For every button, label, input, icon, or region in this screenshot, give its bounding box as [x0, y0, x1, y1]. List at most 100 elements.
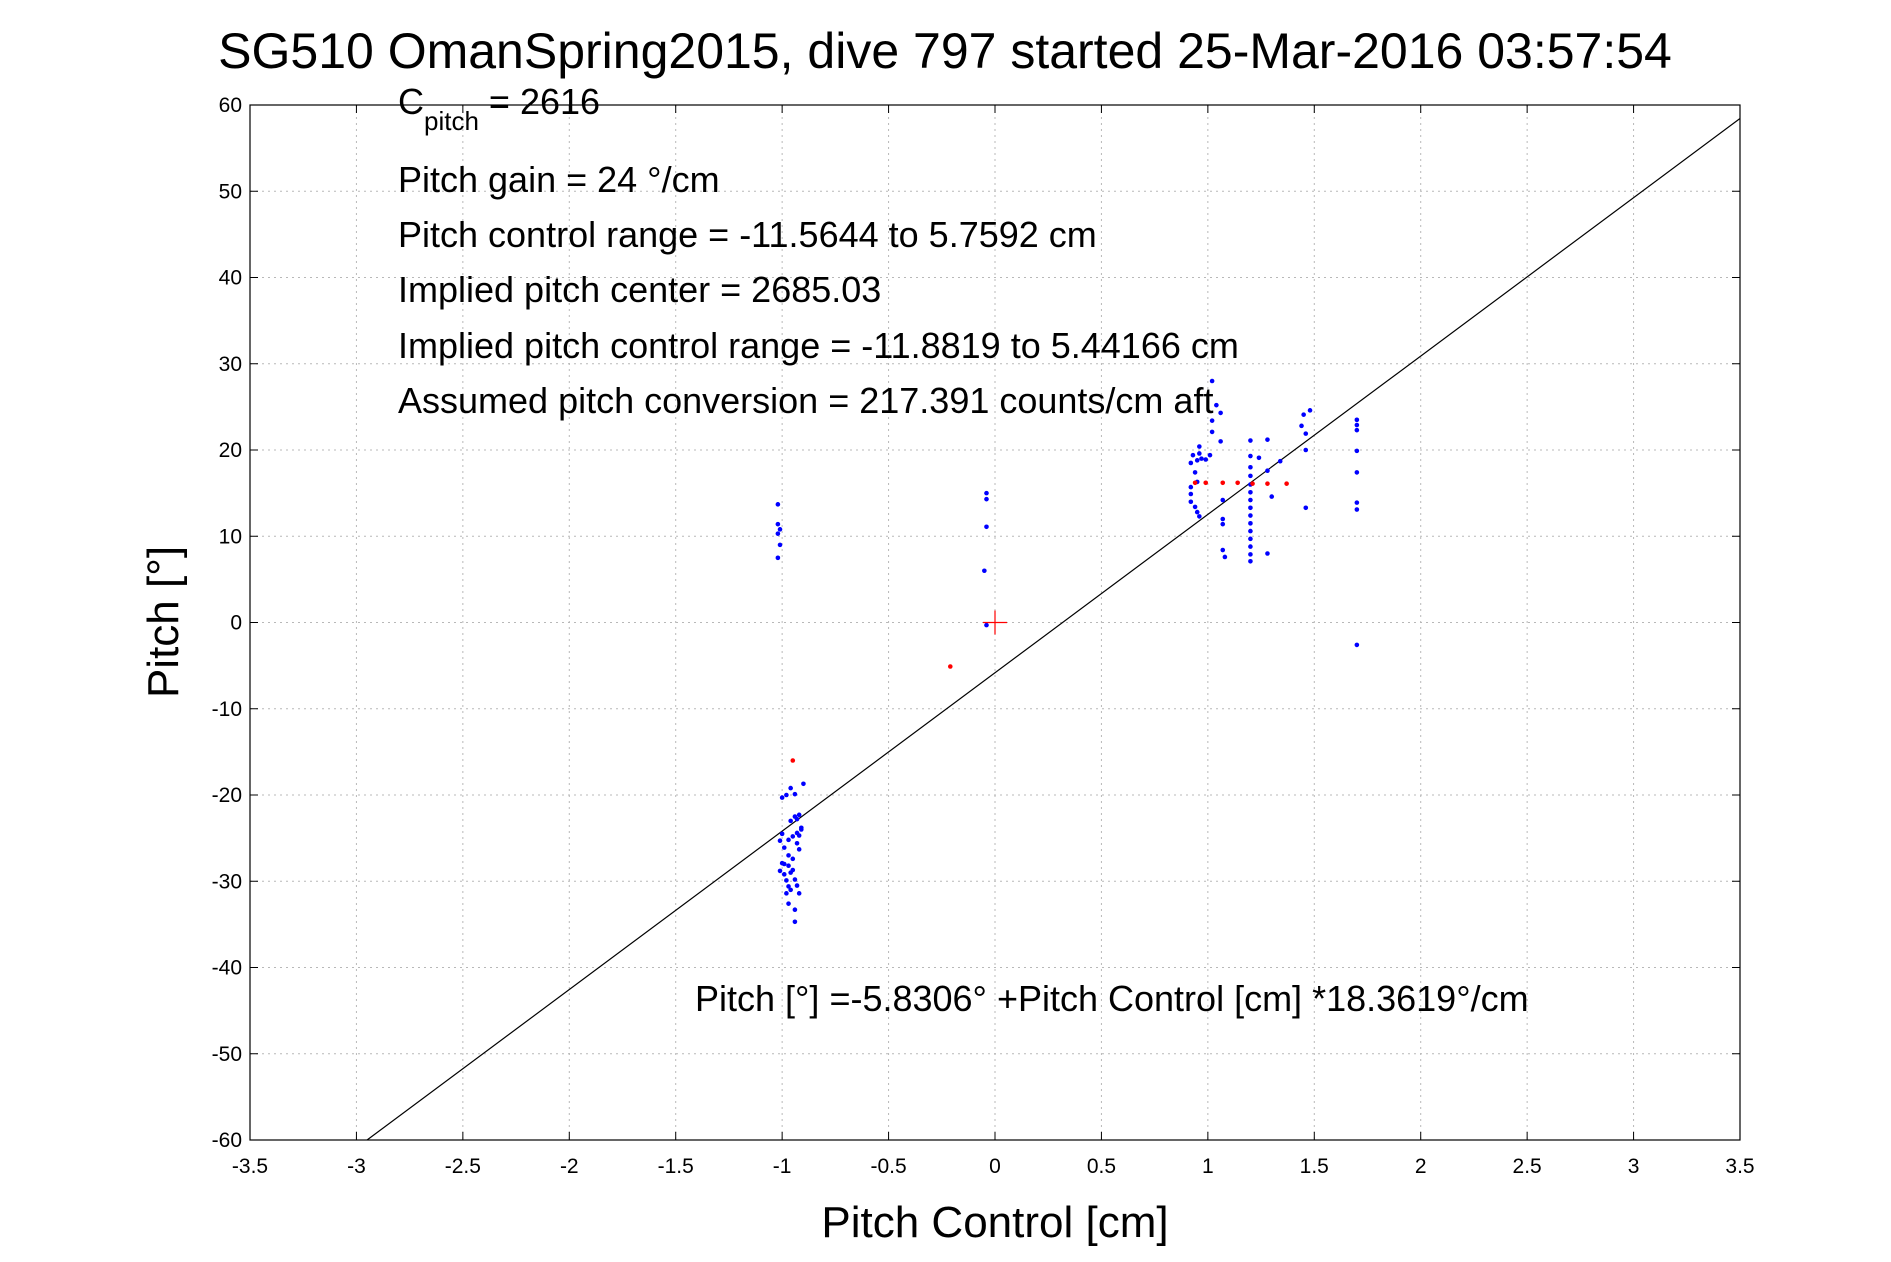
- blue-data-point: [1192, 504, 1198, 510]
- c-pitch-main: C: [398, 81, 424, 122]
- blue-data-point: [1248, 558, 1253, 564]
- blue-data-point: [1307, 408, 1313, 413]
- blue-data-point: [796, 847, 802, 852]
- blue-data-point: [775, 521, 781, 527]
- red-data-point: [1250, 481, 1255, 486]
- x-axis-label: Pitch Control [cm]: [821, 1198, 1168, 1247]
- blue-data-point: [1354, 417, 1360, 423]
- x-tick-label: 0.5: [1087, 1155, 1116, 1178]
- blue-data-point: [984, 490, 989, 496]
- blue-data-point: [1248, 513, 1253, 518]
- blue-data-point: [1303, 505, 1309, 511]
- y-tick-label: 60: [219, 94, 242, 117]
- x-tick-label: 2: [1415, 1155, 1427, 1178]
- y-axis-label: Pitch [°]: [139, 546, 188, 698]
- x-tick-label: 2.5: [1513, 1155, 1542, 1178]
- blue-data-point: [1354, 470, 1360, 475]
- x-tick-label: 3.5: [1725, 1155, 1754, 1178]
- x-tick-label: -1: [773, 1155, 792, 1178]
- blue-data-point: [1188, 460, 1194, 466]
- blue-data-point: [984, 622, 989, 628]
- blue-data-point: [1248, 438, 1253, 443]
- data-points: [775, 378, 1360, 925]
- fit-equation-annotation: Pitch [°] =-5.8306° +Pitch Control [cm] …: [695, 978, 1529, 1019]
- blue-data-point: [1265, 437, 1270, 442]
- red-data-point: [1192, 480, 1198, 486]
- x-tick-label: 1.5: [1300, 1155, 1329, 1178]
- blue-data-point: [984, 496, 989, 502]
- red-data-point: [1235, 480, 1240, 486]
- y-tick-label: 30: [219, 353, 242, 376]
- blue-data-point: [1188, 491, 1194, 497]
- blue-data-point: [792, 877, 798, 882]
- implied-range-annotation: Implied pitch control range = -11.8819 t…: [398, 325, 1239, 366]
- blue-data-point: [784, 891, 789, 896]
- blue-data-point: [1265, 551, 1270, 556]
- blue-data-point: [1220, 516, 1226, 522]
- blue-data-point: [777, 838, 783, 844]
- x-tick-label: 3: [1628, 1155, 1640, 1178]
- y-tick-label: -20: [212, 784, 242, 807]
- blue-data-point: [1218, 410, 1223, 416]
- blue-data-point: [1354, 448, 1360, 454]
- blue-data-point: [1248, 497, 1253, 503]
- y-tick-label: -10: [212, 698, 242, 721]
- blue-data-point: [792, 919, 798, 925]
- x-tick-label: 1: [1202, 1155, 1214, 1178]
- blue-data-point: [1277, 458, 1283, 464]
- blue-data-point: [786, 901, 791, 906]
- blue-data-point: [786, 853, 791, 858]
- x-tick-label: -3: [347, 1155, 366, 1178]
- blue-data-point: [1265, 468, 1270, 474]
- blue-data-point: [1209, 429, 1215, 435]
- x-tick-label: -2.5: [445, 1155, 481, 1178]
- c-pitch-annotation: Cpitch = 2616: [398, 81, 600, 136]
- blue-data-point: [1194, 509, 1200, 515]
- blue-data-point: [1301, 412, 1306, 417]
- blue-data-point: [790, 834, 796, 839]
- blue-data-point: [1207, 452, 1213, 458]
- y-tick-label: 40: [219, 267, 242, 290]
- blue-data-point: [788, 887, 793, 893]
- blue-data-point: [1248, 552, 1253, 557]
- pitch-gain-annotation: Pitch gain = 24 °/cm: [398, 159, 720, 200]
- blue-data-point: [788, 785, 793, 791]
- blue-data-point: [1188, 499, 1194, 505]
- blue-data-point: [784, 878, 789, 883]
- blue-data-point: [786, 837, 791, 843]
- chart-title: SG510 OmanSpring2015, dive 797 started 2…: [218, 23, 1672, 79]
- blue-data-point: [1248, 464, 1253, 470]
- x-tick-label: -0.5: [870, 1155, 906, 1178]
- blue-data-point: [1220, 521, 1226, 527]
- blue-data-point: [777, 527, 783, 532]
- blue-data-point: [775, 555, 781, 561]
- blue-data-point: [1190, 452, 1196, 458]
- blue-data-point: [1269, 494, 1275, 499]
- blue-data-point: [784, 792, 789, 798]
- red-data-point: [1265, 481, 1270, 486]
- x-axis-tick-labels: -3.5 -3 -2.5 -2 -1.5 -1 -0.5 0 0.5 1 1.5 2 2.5 3 3.5: [232, 1155, 1755, 1178]
- blue-data-point: [779, 831, 785, 837]
- implied-center-annotation: Implied pitch center = 2685.03: [398, 269, 881, 310]
- blue-data-point: [1248, 453, 1253, 459]
- blue-data-point: [1248, 473, 1253, 479]
- y-tick-label: 0: [230, 612, 242, 635]
- blue-data-point: [794, 841, 800, 846]
- blue-data-point: [1303, 447, 1309, 453]
- blue-data-point: [801, 781, 806, 787]
- blue-data-point: [1248, 521, 1253, 526]
- blue-data-point: [1248, 505, 1253, 511]
- blue-data-point: [984, 524, 989, 530]
- x-tick-label: -2: [560, 1155, 579, 1178]
- y-tick-label: -50: [212, 1043, 242, 1066]
- blue-data-point: [1197, 451, 1202, 456]
- y-tick-label: -30: [212, 870, 242, 893]
- blue-data-point: [796, 833, 802, 838]
- c-pitch-value: = 2616: [479, 81, 600, 122]
- blue-data-point: [775, 531, 781, 536]
- blue-data-point: [1354, 507, 1360, 512]
- blue-data-point: [1203, 457, 1209, 462]
- blue-data-point: [1188, 484, 1194, 490]
- blue-data-point: [982, 568, 987, 574]
